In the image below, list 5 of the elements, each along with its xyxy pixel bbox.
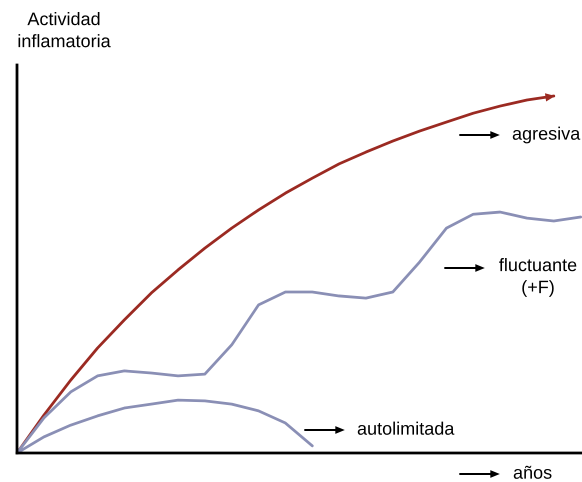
text: autolimitada [358, 422, 454, 435]
y-axis-title: Actividad inflamatoria [18, 12, 111, 48]
series-label: agresiva [512, 126, 580, 144]
x-axis-title: años [514, 466, 552, 479]
text: fluctuante (+F) [499, 258, 576, 297]
